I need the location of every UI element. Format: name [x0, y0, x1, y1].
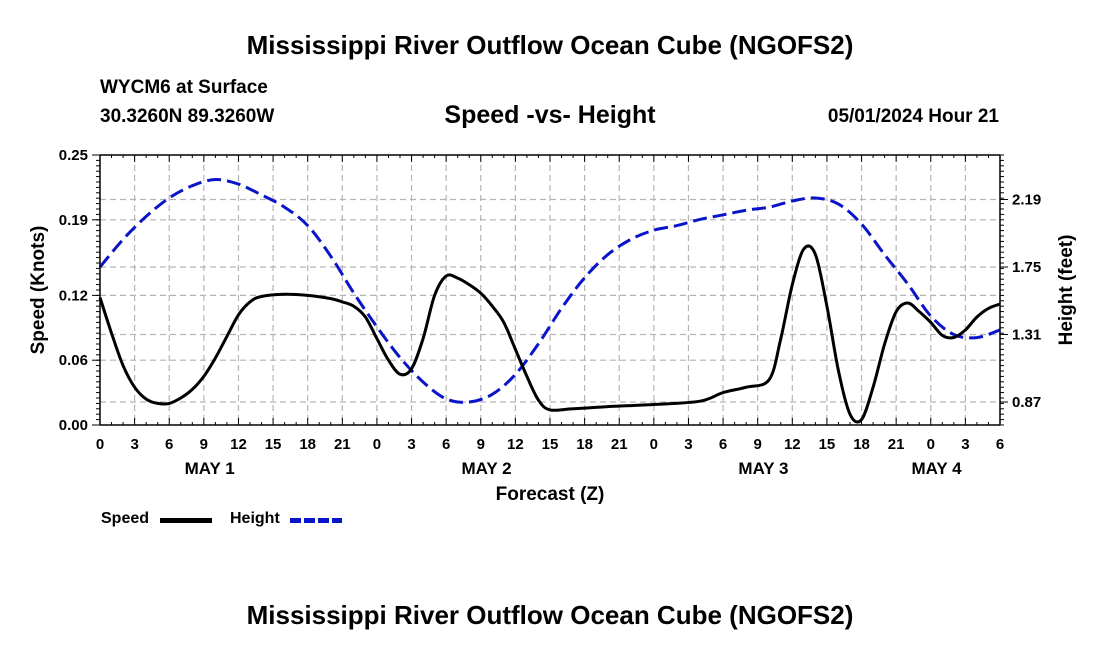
speed-series-line — [98, 244, 1001, 424]
x-date-label: MAY 1 — [185, 459, 235, 478]
x-tick-label: 18 — [576, 436, 593, 453]
x-tick-label: 3 — [407, 436, 415, 453]
x-tick-label: 3 — [130, 436, 138, 453]
x-tick-label: 18 — [299, 436, 316, 453]
y-tick-label: 0.12 — [59, 287, 88, 304]
label-layer: 0 3 6 9 12 15 18 21 0 3 6 9 12 15 18 21 0 3 6 9 12 15 18 21 0 3 6M… — [28, 147, 1077, 505]
chart-subtitle: Speed -vs- Height — [444, 101, 656, 129]
x-tick-label: 9 — [754, 436, 762, 453]
x-tick-label: 21 — [334, 436, 351, 453]
x-tick-label: 6 — [996, 436, 1004, 453]
station-label: WYCM6 at Surface — [100, 77, 268, 98]
y2-tick-label: 1.31 — [1012, 326, 1041, 343]
x-tick-label: 6 — [165, 436, 173, 453]
bottom-title: Mississippi River Outflow Ocean Cube (NG… — [246, 600, 854, 630]
x-tick-label: 15 — [819, 436, 836, 453]
x-axis-title: Forecast (Z) — [496, 484, 605, 505]
main-title: Mississippi River Outflow Ocean Cube (NG… — [246, 30, 854, 60]
y2-tick-label: 0.87 — [1012, 394, 1041, 411]
y2-tick-label: 2.19 — [1012, 191, 1041, 208]
forecast-datetime: 05/01/2024 Hour 21 — [827, 106, 999, 127]
y2-axis-title: Height (feet) — [1056, 235, 1077, 346]
y-tick-label: 0.25 — [59, 147, 88, 164]
x-tick-label: 9 — [200, 436, 208, 453]
axis-layer — [92, 154, 1008, 426]
legend-speed-label: Speed — [101, 510, 150, 527]
legend-height-label: Height — [230, 510, 280, 527]
x-tick-label: 6 — [719, 436, 727, 453]
y-tick-label: 0.00 — [59, 417, 88, 434]
x-tick-label: 9 — [477, 436, 485, 453]
x-tick-label: 0 — [373, 436, 381, 453]
x-tick-label: 15 — [265, 436, 282, 453]
x-tick-label: 18 — [853, 436, 870, 453]
y-axis-title: Speed (Knots) — [28, 226, 49, 355]
x-date-label: MAY 2 — [461, 459, 511, 478]
x-tick-label: 0 — [927, 436, 935, 453]
y-tick-label: 0.06 — [59, 352, 88, 369]
x-tick-label: 12 — [784, 436, 801, 453]
legend-speed-line — [160, 518, 212, 523]
y-tick-label: 0.19 — [59, 212, 88, 229]
x-tick-label: 12 — [230, 436, 247, 453]
station-coordinates: 30.3260N 89.3260W — [100, 106, 275, 127]
grid-layer — [100, 155, 1000, 425]
y2-tick-label: 1.75 — [1012, 259, 1041, 276]
x-tick-label: 21 — [888, 436, 905, 453]
x-tick-label: 15 — [542, 436, 559, 453]
legend-height-line — [290, 518, 342, 523]
x-tick-label: 0 — [96, 436, 104, 453]
height-series-line — [98, 177, 1001, 404]
x-tick-label: 0 — [650, 436, 658, 453]
x-date-label: MAY 3 — [738, 459, 788, 478]
x-tick-label: 3 — [961, 436, 969, 453]
x-tick-label: 3 — [684, 436, 692, 453]
x-date-label: MAY 4 — [911, 459, 962, 478]
x-tick-label: 12 — [507, 436, 524, 453]
x-tick-label: 6 — [442, 436, 450, 453]
x-tick-label: 21 — [611, 436, 628, 453]
series-layer — [98, 177, 1001, 424]
